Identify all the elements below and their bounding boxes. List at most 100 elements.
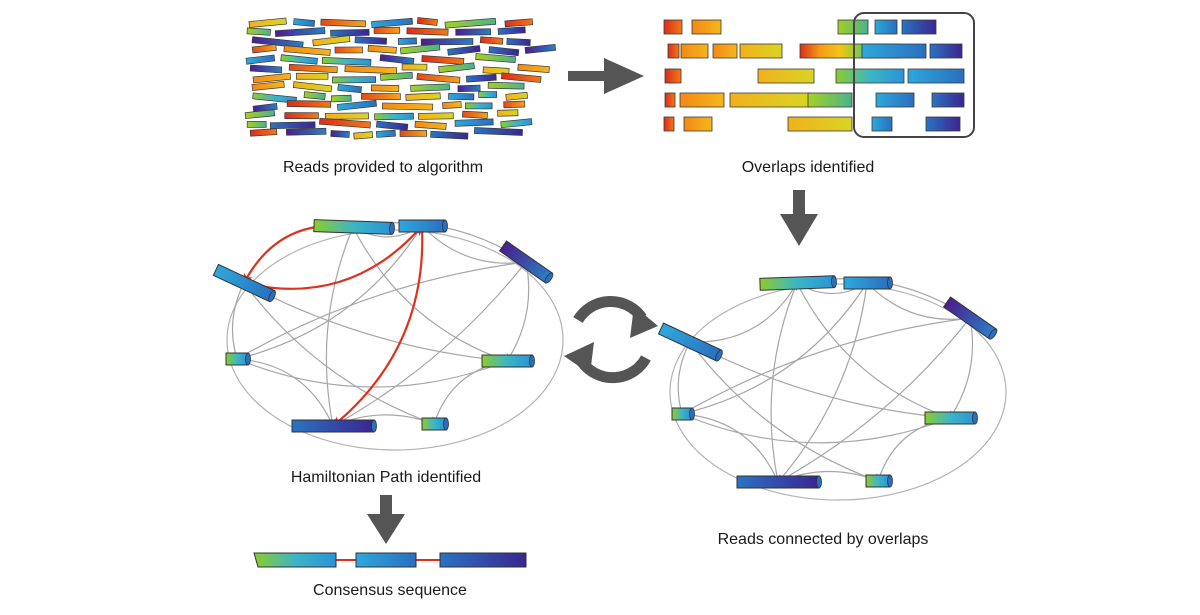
read-fragment (444, 17, 497, 29)
read-fragment (448, 92, 475, 101)
consensus-sequence (253, 552, 527, 568)
overlap-read (729, 92, 811, 108)
read-fragment (410, 83, 450, 92)
overlap-edge (689, 282, 798, 343)
overlap-edge (689, 341, 879, 483)
caption-connected: Reads connected by overlaps (718, 531, 929, 548)
overlap-edge (681, 410, 779, 483)
overlap-graph (657, 275, 1007, 501)
down-arrow-icon (367, 495, 405, 544)
read-fragment (416, 17, 438, 26)
overlap-edge (796, 282, 951, 420)
read-fragment (244, 109, 276, 119)
read-fragment (248, 17, 287, 28)
caption-hamiltonian: Hamiltonian Path identified (291, 469, 481, 486)
read-fragment (414, 120, 447, 130)
read-fragment (246, 121, 267, 128)
read-fragment (367, 44, 397, 54)
read-fragment (473, 127, 523, 136)
overlap-read (901, 19, 937, 35)
read-fragment (269, 121, 316, 130)
read-fragment (488, 46, 520, 57)
read-fragment (482, 66, 510, 75)
read-fragment (245, 54, 276, 65)
overlap-read (680, 43, 709, 59)
read-fragment (312, 35, 351, 47)
read-fragment (353, 131, 374, 140)
overlap-rows (663, 19, 965, 132)
read-fragment (286, 127, 327, 136)
read-node (313, 219, 395, 235)
overlap-read (712, 43, 738, 59)
read-fragment (475, 53, 516, 64)
read-fragment (288, 63, 338, 74)
read-fragment (371, 17, 414, 28)
overlap-read (664, 68, 682, 84)
read-fragment (457, 84, 481, 93)
read-fragment (381, 102, 434, 111)
read-fragment (504, 18, 534, 28)
read-fragment (293, 18, 316, 27)
read-fragment (500, 72, 542, 83)
read-node (421, 417, 449, 431)
read-fragment (421, 55, 465, 65)
caption-consensus: Consensus sequence (313, 582, 467, 599)
read-fragment (406, 27, 449, 36)
read-fragment (292, 81, 333, 93)
read-node (498, 240, 554, 284)
hamiltonian-graph (212, 219, 564, 451)
read-fragment (478, 91, 498, 98)
right-arrow-icon (568, 58, 644, 94)
read-fragment (430, 130, 469, 140)
overlap-edge (681, 413, 951, 444)
read-fragment (503, 100, 526, 109)
read-fragment (361, 92, 401, 101)
read-fragment (399, 129, 427, 137)
overlap-read (807, 92, 853, 108)
overlap-read (861, 43, 927, 59)
overlap-read (757, 68, 815, 84)
read-fragment (251, 36, 304, 49)
read-fragment (455, 28, 492, 36)
overlap-edge (236, 355, 334, 427)
cycle-arrows-icon (564, 295, 658, 384)
read-fragment (417, 112, 454, 120)
overlap-edge (332, 261, 527, 427)
read-fragment (330, 130, 350, 138)
read-fragment (438, 62, 475, 74)
read-fragment (374, 112, 414, 121)
overlap-edge (681, 282, 868, 417)
read-node (657, 322, 723, 362)
read-fragment (295, 72, 329, 80)
read-node (736, 475, 822, 489)
overlap-edge (243, 282, 435, 426)
read-fragment (375, 120, 409, 131)
path-edge (243, 225, 423, 290)
overlap-read (875, 92, 915, 108)
read-node (398, 219, 448, 233)
overlap-edge (236, 261, 527, 360)
overlap-edge (231, 282, 245, 360)
overlap-edge (421, 225, 527, 267)
overlap-edge (677, 341, 691, 415)
path-edge (332, 225, 424, 427)
consensus-read-3 (439, 552, 527, 568)
reads-cloud (244, 17, 557, 140)
read-fragment (286, 100, 332, 108)
overlap-read (929, 43, 963, 59)
read-fragment (280, 54, 318, 65)
read-fragment (303, 91, 326, 100)
overlap-edge (236, 225, 423, 362)
read-fragment (375, 129, 396, 138)
read-fragment (274, 27, 326, 38)
read-fragment (331, 94, 352, 103)
down-arrow-icon (780, 190, 818, 246)
read-fragment (397, 37, 417, 45)
read-node (481, 354, 535, 368)
read-fragment (479, 36, 504, 45)
read-fragment (354, 36, 387, 45)
read-fragment (249, 128, 278, 137)
read-fragment (371, 84, 400, 92)
overlap-read (835, 68, 905, 84)
